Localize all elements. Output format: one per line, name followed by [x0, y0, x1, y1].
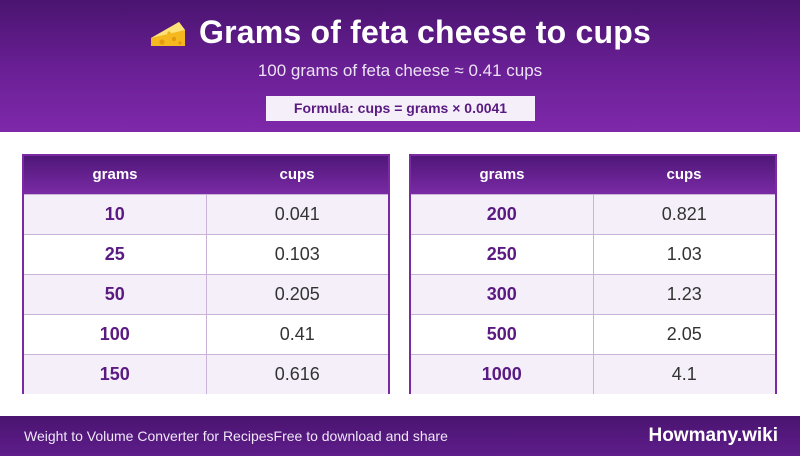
- table-row: 200 0.821: [411, 194, 775, 234]
- grams-cell: 250: [411, 235, 594, 274]
- conversion-table-left: grams cups 10 0.041 25 0.103 50 0.205 10…: [22, 154, 390, 394]
- column-header-cups: cups: [279, 166, 315, 183]
- grams-cell: 25: [24, 235, 207, 274]
- cups-cell: 4.1: [671, 364, 697, 384]
- cups-cell: 1.23: [666, 284, 702, 304]
- cups-cell: 0.041: [274, 204, 320, 224]
- conversion-table-right: grams cups 200 0.821 250 1.03 300 1.23 5…: [409, 154, 777, 394]
- table-row: 10 0.041: [24, 194, 388, 234]
- table-row: 300 1.23: [411, 274, 775, 314]
- table-row: 25 0.103: [24, 234, 388, 274]
- grams-cell: 1000: [411, 355, 594, 394]
- title-text: Grams of feta cheese to cups: [199, 14, 651, 50]
- footer-converter-label: Weight to Volume Converter for Recipes: [24, 428, 274, 444]
- grams-cell: 500: [411, 315, 594, 354]
- column-header-grams: grams: [92, 166, 138, 183]
- cups-cell: 1.03: [666, 244, 702, 264]
- table-row: 100 0.41: [24, 314, 388, 354]
- grams-cell: 300: [411, 275, 594, 314]
- table-header: grams cups: [411, 156, 775, 194]
- footer-tagline: Weight to Volume Converter for RecipesFr…: [24, 416, 448, 456]
- table-row: 500 2.05: [411, 314, 775, 354]
- grams-cell: 200: [411, 195, 594, 234]
- column-header-cups: cups: [666, 166, 702, 183]
- page-title: Grams of feta cheese to cups: [0, 14, 800, 51]
- table-row: 250 1.03: [411, 234, 775, 274]
- table-header: grams cups: [24, 156, 388, 194]
- cups-cell: 0.821: [661, 204, 707, 224]
- brand-logo[interactable]: Howmany.wiki: [648, 425, 778, 446]
- footer-bar: Weight to Volume Converter for RecipesFr…: [0, 416, 800, 456]
- table-row: 150 0.616: [24, 354, 388, 394]
- cups-cell: 2.05: [666, 324, 702, 344]
- header-banner: Grams of feta cheese to cups 100 grams o…: [0, 0, 800, 132]
- column-header-grams: grams: [479, 166, 525, 183]
- table-row: 50 0.205: [24, 274, 388, 314]
- cups-cell: 0.616: [274, 364, 320, 384]
- subtitle: 100 grams of feta cheese ≈ 0.41 cups: [257, 61, 543, 80]
- grams-cell: 100: [24, 315, 207, 354]
- cups-cell: 0.103: [274, 244, 320, 264]
- cheese-icon: [151, 21, 185, 46]
- table-row: 1000 4.1: [411, 354, 775, 394]
- grams-cell: 50: [24, 275, 207, 314]
- cups-cell: 0.205: [274, 284, 320, 304]
- grams-cell: 150: [24, 355, 207, 394]
- grams-cell: 10: [24, 195, 207, 234]
- formula-box: Formula: cups = grams × 0.0041: [266, 96, 535, 121]
- footer-share-label: Free to download and share: [273, 428, 448, 444]
- cups-cell: 0.41: [279, 324, 315, 344]
